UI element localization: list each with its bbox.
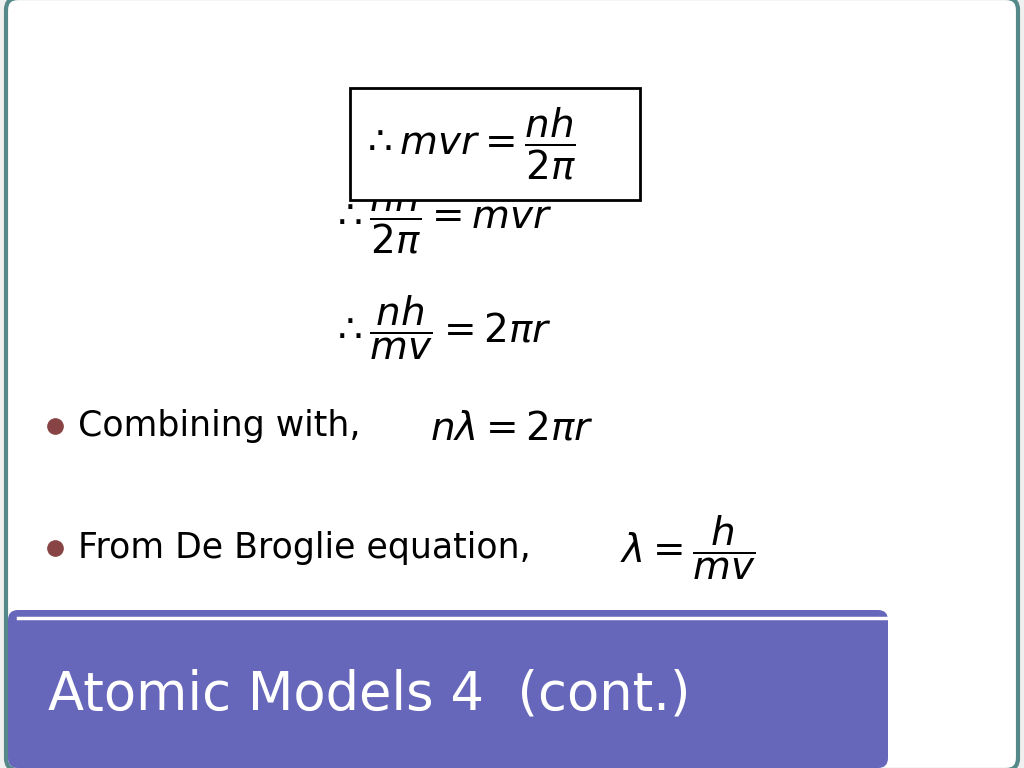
Text: $\therefore \dfrac{nh}{mv} = 2\pi r$: $\therefore \dfrac{nh}{mv} = 2\pi r$: [330, 294, 552, 362]
Bar: [18, 620, 878, 650]
Text: Atomic Models 4  (cont.): Atomic Models 4 (cont.): [48, 668, 690, 720]
Text: $n\lambda = 2\pi r$: $n\lambda = 2\pi r$: [430, 409, 594, 447]
Text: From De Broglie equation,: From De Broglie equation,: [78, 531, 530, 565]
Text: $\lambda = \dfrac{h}{mv}$: $\lambda = \dfrac{h}{mv}$: [620, 514, 756, 582]
FancyBboxPatch shape: [6, 0, 1018, 768]
Text: $\therefore mvr = \dfrac{nh}{2\pi}$: $\therefore mvr = \dfrac{nh}{2\pi}$: [360, 106, 577, 182]
Text: Combining with,: Combining with,: [78, 409, 360, 443]
FancyBboxPatch shape: [8, 610, 888, 768]
Bar: [350, 88, 640, 200]
Text: $\therefore \dfrac{nh}{2\pi} = mvr$: $\therefore \dfrac{nh}{2\pi} = mvr$: [330, 180, 553, 256]
